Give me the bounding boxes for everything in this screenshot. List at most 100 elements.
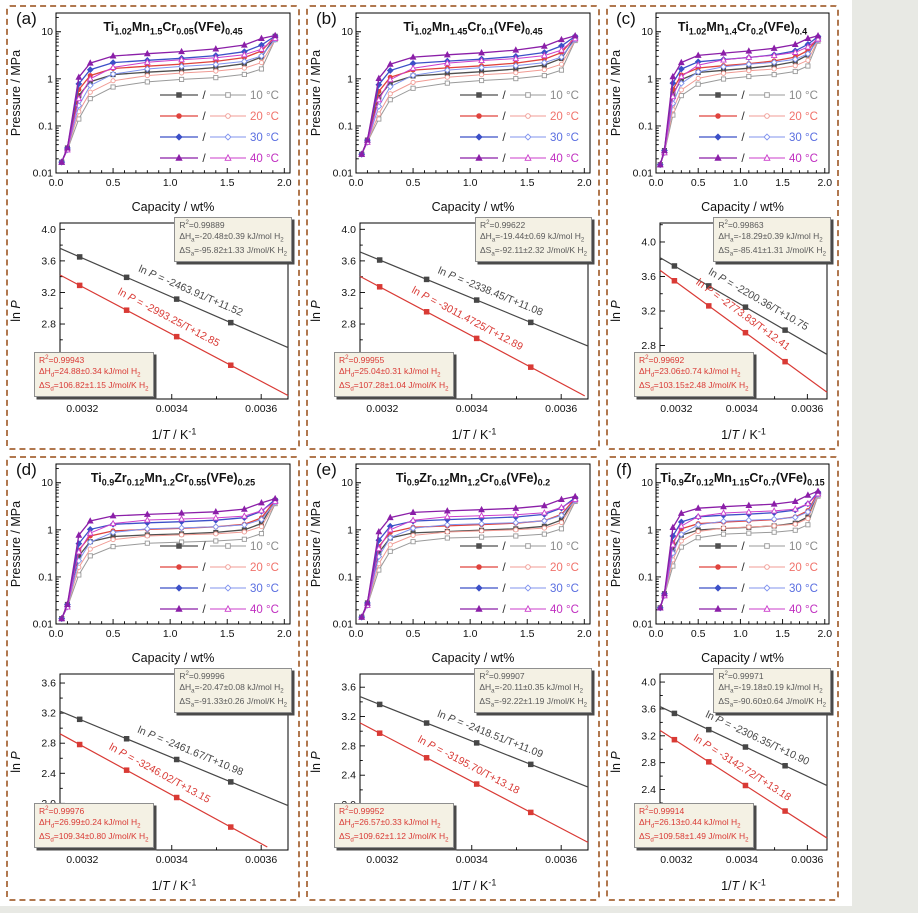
svg-text:2.8: 2.8 — [641, 340, 656, 352]
svg-text:10 °C: 10 °C — [789, 90, 818, 102]
pct-chart-area: 0.01 0.1 1 10 0.0 0.5 1.0 1.5 2.0 / 10 °C / 20 °C / 30… — [8, 458, 298, 666]
alloy-formula-title: Ti0.9Zr0.12Mn1.15Cr0.7(VFe)0.15 — [660, 471, 825, 488]
svg-text:4.0: 4.0 — [41, 224, 56, 236]
svg-text:/: / — [202, 560, 206, 574]
alloy-formula-title: Ti1.02Mn1.45Cr0.1(VFe)0.45 — [403, 20, 543, 37]
pct-legend-row-t40: / 40 °C — [160, 151, 279, 165]
svg-text:0.5: 0.5 — [691, 628, 706, 640]
svg-text:1.5: 1.5 — [775, 177, 790, 189]
figure-canvas: (a) 0.01 0.1 1 10 0.0 0.5 1.0 1.5 2.0/10 °C/20 °… — [0, 0, 852, 906]
svg-text:1.0: 1.0 — [463, 628, 478, 640]
desorption-entropy: ΔSd=109.62±1.12 J/mol/K H2 — [339, 831, 449, 844]
svg-text:/: / — [741, 560, 745, 574]
svg-text:2.0: 2.0 — [817, 177, 832, 189]
svg-text:ln P: ln P — [9, 751, 23, 773]
svg-text:0.0034: 0.0034 — [156, 403, 188, 415]
pct-legend-row-t30: / 30 °C — [460, 130, 579, 144]
svg-text:10 °C: 10 °C — [789, 541, 818, 553]
pct-chart-area: 0.01 0.1 1 10 0.0 0.5 1.0 1.5 2.0 / 10 °C / 20 °C / 30… — [608, 458, 837, 666]
svg-text:/: / — [202, 581, 206, 595]
pct-legend-row-t20: / 20 °C — [460, 109, 579, 123]
svg-text:ln P: ln P — [609, 751, 623, 773]
svg-text:Capacity / wt%: Capacity / wt% — [701, 200, 784, 214]
svg-text:0.0036: 0.0036 — [791, 854, 823, 866]
svg-text:2.8: 2.8 — [41, 738, 56, 750]
svg-text:1/T / K-1: 1/T / K-1 — [152, 878, 197, 893]
svg-text:Capacity / wt%: Capacity / wt% — [701, 651, 784, 665]
pct-isotherm-chart: 0.01 0.1 1 10 0.0 0.5 1.0 1.5 2.0 / 10 °C / 20 °C / 30… — [309, 463, 592, 665]
svg-text:1/T / K-1: 1/T / K-1 — [452, 878, 497, 893]
svg-text:0.1: 0.1 — [38, 571, 53, 583]
svg-text:Capacity / wt%: Capacity / wt% — [432, 651, 515, 665]
svg-text:/: / — [741, 151, 745, 165]
svg-text:1: 1 — [347, 73, 353, 85]
svg-text:10: 10 — [41, 477, 53, 489]
absorption-enthalpy: ΔHa=-19.44±0.69 kJ/mol H2 — [479, 231, 585, 244]
svg-text:Pressure / MPa: Pressure / MPa — [9, 50, 23, 136]
pct-legend-row-t30: / 30 °C — [160, 130, 279, 144]
desorption-fit-stats-box: R2=0.99955 ΔHd=25.04±0.31 kJ/mol H2 ΔSd=… — [334, 352, 454, 397]
svg-text:/: / — [741, 581, 745, 595]
svg-text:1.0: 1.0 — [163, 628, 178, 640]
pct-legend-row-t30: / 30 °C — [460, 581, 579, 595]
svg-text:3.2: 3.2 — [641, 730, 656, 742]
svg-text:Pressure / MPa: Pressure / MPa — [309, 501, 323, 587]
svg-text:0.0036: 0.0036 — [791, 403, 823, 415]
svg-text:3.6: 3.6 — [641, 703, 656, 715]
absorption-r-squared: R2=0.99996 — [179, 670, 225, 681]
pct-legend-row-t20: / 20 °C — [699, 560, 818, 574]
svg-text:/: / — [502, 151, 506, 165]
svg-text:Pressure / MPa: Pressure / MPa — [609, 50, 623, 136]
desorption-enthalpy: ΔHd=26.57±0.33 kJ/mol H2 — [339, 817, 441, 831]
pct-legend-row-t30: / 30 °C — [160, 581, 279, 595]
desorption-r-squared: R2=0.99976 — [39, 805, 85, 817]
pct-legend-row-t30: / 30 °C — [699, 581, 818, 595]
svg-text:2.8: 2.8 — [41, 319, 56, 331]
pct-legend-row-t10: / 10 °C — [460, 539, 579, 553]
pct-chart-area: 0.01 0.1 1 10 0.0 0.5 1.0 1.5 2.0 / 10 °C / 20 °C / 30… — [608, 7, 837, 215]
svg-text:20 °C: 20 °C — [550, 111, 579, 123]
pct-legend-row-t30: / 30 °C — [699, 130, 818, 144]
svg-text:1.0: 1.0 — [733, 177, 748, 189]
alloy-formula-title: Ti0.9Zr0.12Mn1.2Cr0.55(VFe)0.25 — [90, 471, 256, 488]
absorption-r-squared: R2=0.99622 — [479, 219, 526, 230]
svg-text:0.01: 0.01 — [333, 619, 354, 631]
svg-text:/: / — [502, 130, 506, 144]
svg-text:20 °C: 20 °C — [550, 562, 579, 574]
svg-text:40 °C: 40 °C — [550, 604, 579, 616]
svg-text:0.5: 0.5 — [406, 177, 421, 189]
vant-hoff-chart-area: 1.62.02.42.83.23.64.00.00320.00340.0036l… — [608, 666, 837, 894]
svg-text:10: 10 — [41, 26, 53, 38]
svg-text:2.8: 2.8 — [341, 319, 356, 331]
absorption-entropy: ΔSa=-90.60±0.64 J/mol/K H2 — [718, 695, 826, 709]
svg-text:/: / — [202, 602, 206, 616]
pct-legend-row-t40: / 40 °C — [699, 602, 818, 616]
absorption-enthalpy: ΔHa=-20.11±0.35 kJ/mol H2 — [479, 682, 584, 695]
svg-text:2.0: 2.0 — [577, 628, 592, 640]
svg-text:/: / — [741, 602, 745, 616]
pct-legend-row-t10: / 10 °C — [460, 88, 579, 102]
svg-text:1: 1 — [47, 524, 53, 536]
pct-plot: 0.01 0.1 1 10 0.0 0.5 1.0 1.5 2.0 / 10 °C / 20 °C / 30… — [333, 12, 592, 189]
svg-text:/: / — [741, 130, 745, 144]
svg-text:/: / — [502, 539, 506, 553]
svg-text:3.6: 3.6 — [641, 271, 656, 283]
svg-text:1.5: 1.5 — [220, 177, 235, 189]
desorption-entropy: ΔSd=103.15±2.48 J/mol/K H2 — [639, 380, 749, 393]
svg-text:ln P: ln P — [9, 300, 23, 322]
absorption-enthalpy: ΔHa=-20.48±0.39 kJ/mol H2 — [179, 231, 284, 244]
svg-text:30 °C: 30 °C — [550, 583, 579, 595]
svg-text:0.0: 0.0 — [649, 177, 664, 189]
svg-text:4.0: 4.0 — [641, 677, 656, 689]
svg-text:0.1: 0.1 — [38, 120, 53, 132]
svg-text:0.0032: 0.0032 — [366, 403, 398, 415]
svg-text:/: / — [202, 109, 206, 123]
svg-text:3.6: 3.6 — [341, 682, 356, 694]
svg-text:0.1: 0.1 — [338, 571, 353, 583]
svg-text:/: / — [502, 602, 506, 616]
svg-text:0.5: 0.5 — [106, 628, 121, 640]
svg-text:2.0: 2.0 — [817, 628, 832, 640]
pct-legend-row-t10: / 10 °C — [160, 539, 279, 553]
alloy-formula-title: Ti1.02Mn1.4Cr0.2(VFe)0.4 — [677, 20, 808, 37]
